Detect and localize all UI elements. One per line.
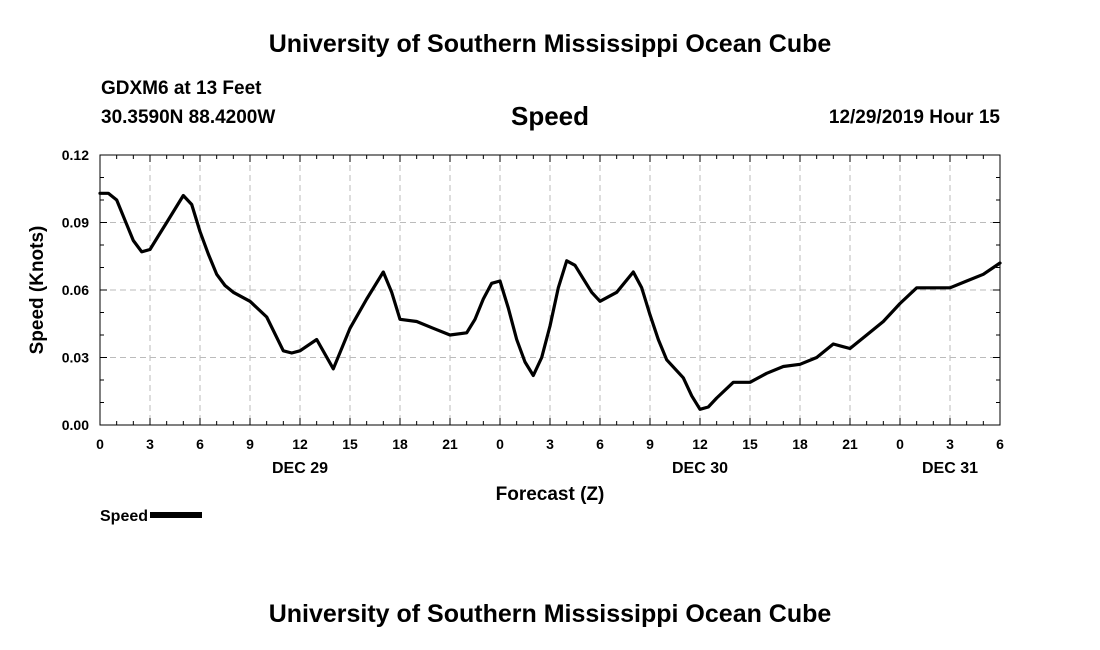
forecast-timestamp: 12/29/2019 Hour 15 xyxy=(828,107,1000,128)
legend-line-swatch xyxy=(150,511,203,518)
y-tick-label: 0.03 xyxy=(62,350,89,366)
x-tick-label: 6 xyxy=(996,436,1004,452)
x-tick-label: 0 xyxy=(496,436,504,452)
x-tick-label: 0 xyxy=(896,436,904,452)
x-tick-label: 21 xyxy=(842,436,858,452)
x-tick-label: 6 xyxy=(196,436,204,452)
legend: Speed xyxy=(100,508,203,526)
x-tick-label: 3 xyxy=(946,436,954,452)
y-tick-label: 0.06 xyxy=(62,282,89,298)
x-tick-label: 3 xyxy=(146,436,154,452)
y-tick-label: 0.12 xyxy=(62,147,89,163)
x-tick-label: 6 xyxy=(596,436,604,452)
x-tick-label: 9 xyxy=(646,436,654,452)
x-tick-label: 15 xyxy=(342,436,358,452)
bottom-title: University of Southern Mississippi Ocean… xyxy=(268,600,832,628)
x-tick-label: 21 xyxy=(442,436,458,452)
x-tick-label: 3 xyxy=(546,436,554,452)
legend-label: Speed xyxy=(100,508,149,525)
axes xyxy=(99,154,1001,426)
y-axis-title: Speed (Knots) xyxy=(27,226,48,355)
x-tick-label: 12 xyxy=(292,436,308,452)
x-tick-label: 12 xyxy=(692,436,708,452)
y-tick-label: 0.09 xyxy=(62,215,89,231)
series-line-speed xyxy=(98,191,1002,411)
x-tick-label: 18 xyxy=(792,436,808,452)
x-tick-label: 0 xyxy=(96,436,104,452)
tick-labels: 0 3 6 9 12 15 18 21 0 3 6 9 12 15 18 21 0 3 6 0.00 0.03 0.06 0… xyxy=(62,147,1004,477)
top-title: University of Southern Mississippi Ocean… xyxy=(268,30,832,58)
y-tick-label: 0.00 xyxy=(62,417,89,433)
series xyxy=(98,191,1002,411)
date-label: DEC 29 xyxy=(272,460,328,477)
chart-title: Speed xyxy=(510,101,590,131)
x-axis-title: Forecast (Z) xyxy=(496,484,605,505)
x-tick-label: 15 xyxy=(742,436,758,452)
date-label: DEC 31 xyxy=(922,460,978,477)
x-tick-label: 9 xyxy=(246,436,254,452)
station-label: GDXM6 at 13 Feet xyxy=(101,78,262,99)
coordinates-label: 30.3590N 88.4200W xyxy=(101,107,276,128)
date-label: DEC 30 xyxy=(672,460,728,477)
x-tick-label: 18 xyxy=(392,436,408,452)
grid-lines xyxy=(100,155,1000,425)
